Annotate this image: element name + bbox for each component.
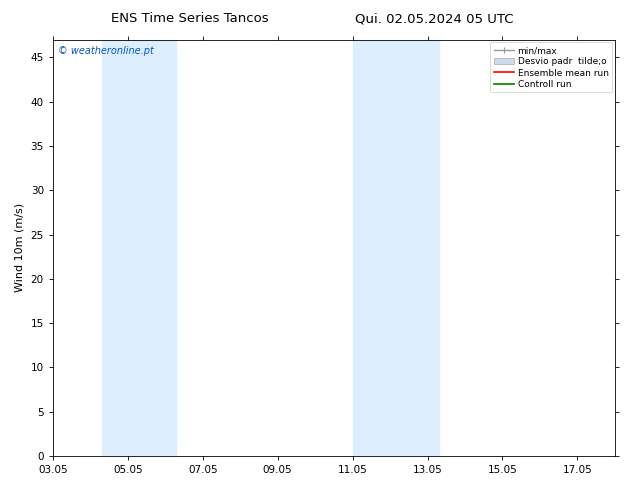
Text: ENS Time Series Tancos: ENS Time Series Tancos xyxy=(112,12,269,25)
Text: Qui. 02.05.2024 05 UTC: Qui. 02.05.2024 05 UTC xyxy=(355,12,514,25)
Bar xyxy=(353,40,439,456)
Text: © weatheronline.pt: © weatheronline.pt xyxy=(58,46,154,56)
Y-axis label: Wind 10m (m/s): Wind 10m (m/s) xyxy=(15,203,25,293)
Legend: min/max, Desvio padr  tilde;o, Ensemble mean run, Controll run: min/max, Desvio padr tilde;o, Ensemble m… xyxy=(491,43,612,93)
Bar xyxy=(101,40,176,456)
